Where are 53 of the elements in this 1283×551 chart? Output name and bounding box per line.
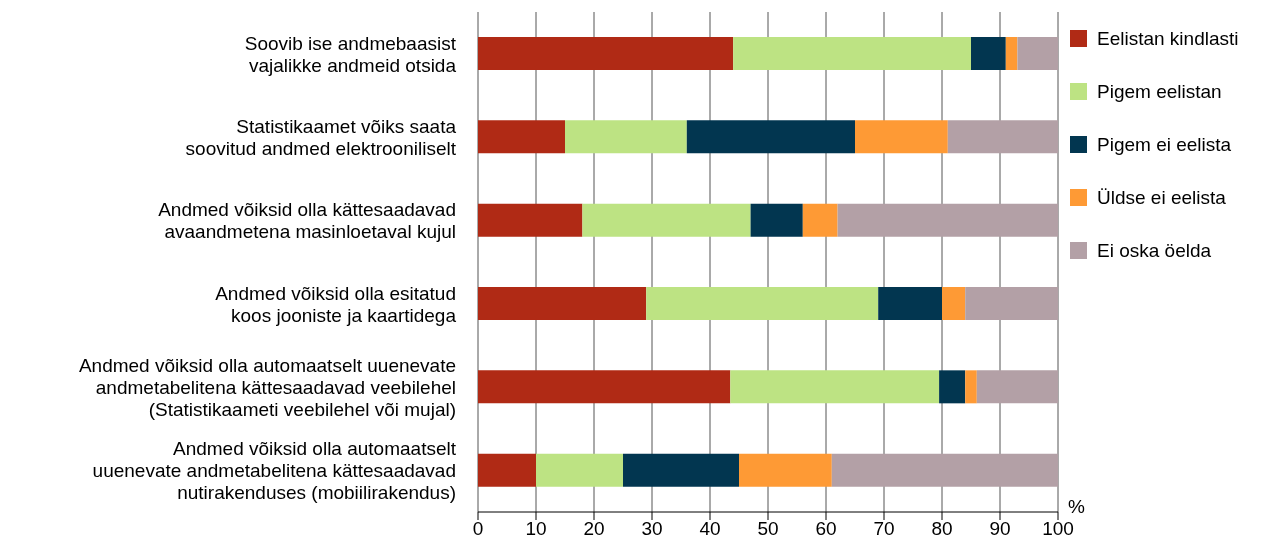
bar: [855, 120, 948, 154]
x-tick-label: 70: [873, 518, 895, 540]
y-tick-label: Andmed võiksid olla esitatud koos jooniste ja kaartidega: [215, 282, 457, 326]
x-tick-label: 100: [1042, 518, 1074, 540]
bar: [971, 37, 1006, 70]
bar: [802, 203, 838, 237]
legend-label: Üldse ei eelista: [1097, 186, 1226, 209]
x-tick-label: 90: [989, 518, 1011, 540]
bar: [623, 453, 739, 487]
bar: [582, 203, 751, 237]
bar: [478, 453, 536, 487]
legend-label: Eelistan kindlasti: [1097, 27, 1239, 50]
bar: [478, 287, 647, 320]
bar: [686, 120, 855, 154]
y-tick-label: Soovib ise andmebaasist vajalikke andmeid otsida: [244, 32, 457, 76]
x-tick-label: 40: [699, 518, 721, 540]
bar: [942, 287, 966, 320]
bar: [536, 453, 623, 487]
bar: [939, 370, 966, 404]
bar: [478, 120, 565, 154]
x-tick-label: 0: [472, 518, 484, 540]
y-tick-label: Andmed võiksid olla automaatselt uuenevate andmetabelitena kättesaadavad veebilehel (Statistikaameti veebilehel või mujal): [78, 354, 456, 420]
bar: [733, 37, 971, 70]
legend-label: Ei oska öelda: [1097, 239, 1212, 262]
bar: [1017, 37, 1058, 70]
y-tick-label: Andmed võiksid olla automaatselt uuenevate andmetabelitena kättesaadavad nutirakenduses (mobiilirakendus): [92, 437, 457, 503]
bar: [831, 453, 1058, 487]
x-tick-label: 30: [641, 518, 663, 540]
bar: [965, 370, 977, 404]
bar: [739, 453, 832, 487]
bar: [947, 120, 1058, 154]
bar: [478, 370, 731, 404]
bar: [565, 120, 687, 154]
x-tick-label: 50: [757, 518, 779, 540]
bar: [730, 370, 940, 404]
bar: [478, 37, 734, 70]
legend-label: Pigem eelistan: [1097, 80, 1222, 103]
bar: [965, 287, 1058, 320]
x-tick-label: 80: [931, 518, 953, 540]
bar: [478, 203, 583, 237]
bar: [1005, 37, 1018, 70]
y-tick-label: Andmed võiksid olla kättesaadavad avaandmetena masinloetaval kujul: [158, 198, 456, 242]
x-tick-label: 10: [525, 518, 547, 540]
bar: [976, 370, 1058, 404]
bar: [750, 203, 803, 237]
x-axis-title: %: [1068, 496, 1085, 518]
bar: [878, 287, 942, 320]
x-tick-label: 20: [583, 518, 605, 540]
y-tick-label: Statistikaamet võiks saata soovitud andmed elektrooniliselt: [185, 115, 457, 159]
x-tick-label: 60: [815, 518, 837, 540]
bar: [646, 287, 879, 320]
bar: [837, 203, 1058, 237]
legend-label: Pigem ei eelista: [1097, 133, 1232, 156]
